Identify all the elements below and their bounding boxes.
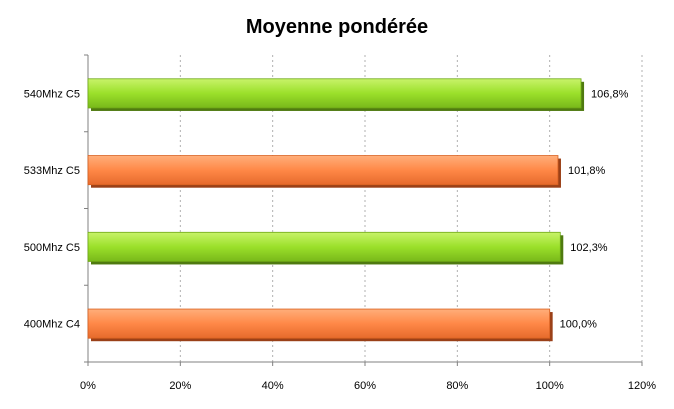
data-label: 102,3% [570,242,608,254]
x-tick-label: 100% [536,380,564,392]
x-tick-label: 80% [446,380,468,392]
data-label: 101,8% [568,165,606,177]
bar [87,308,551,339]
category-label: 540Mhz C5 [24,88,80,100]
x-tick-label: 20% [169,380,191,392]
data-label: 100,0% [560,319,598,331]
chart-title: Moyenne pondérée [245,16,429,38]
category-label: 500Mhz C5 [24,242,80,254]
bar [87,231,561,262]
category-label: 533Mhz C5 [24,165,80,177]
x-tick-label: 120% [628,380,656,392]
data-label: 106,8% [591,88,629,100]
x-tick-label: 60% [354,380,376,392]
x-tick-label: 0% [80,380,96,392]
bar [87,155,559,186]
x-tick-label: 40% [262,380,284,392]
bar [87,78,582,109]
category-label: 400Mhz C4 [24,319,80,331]
